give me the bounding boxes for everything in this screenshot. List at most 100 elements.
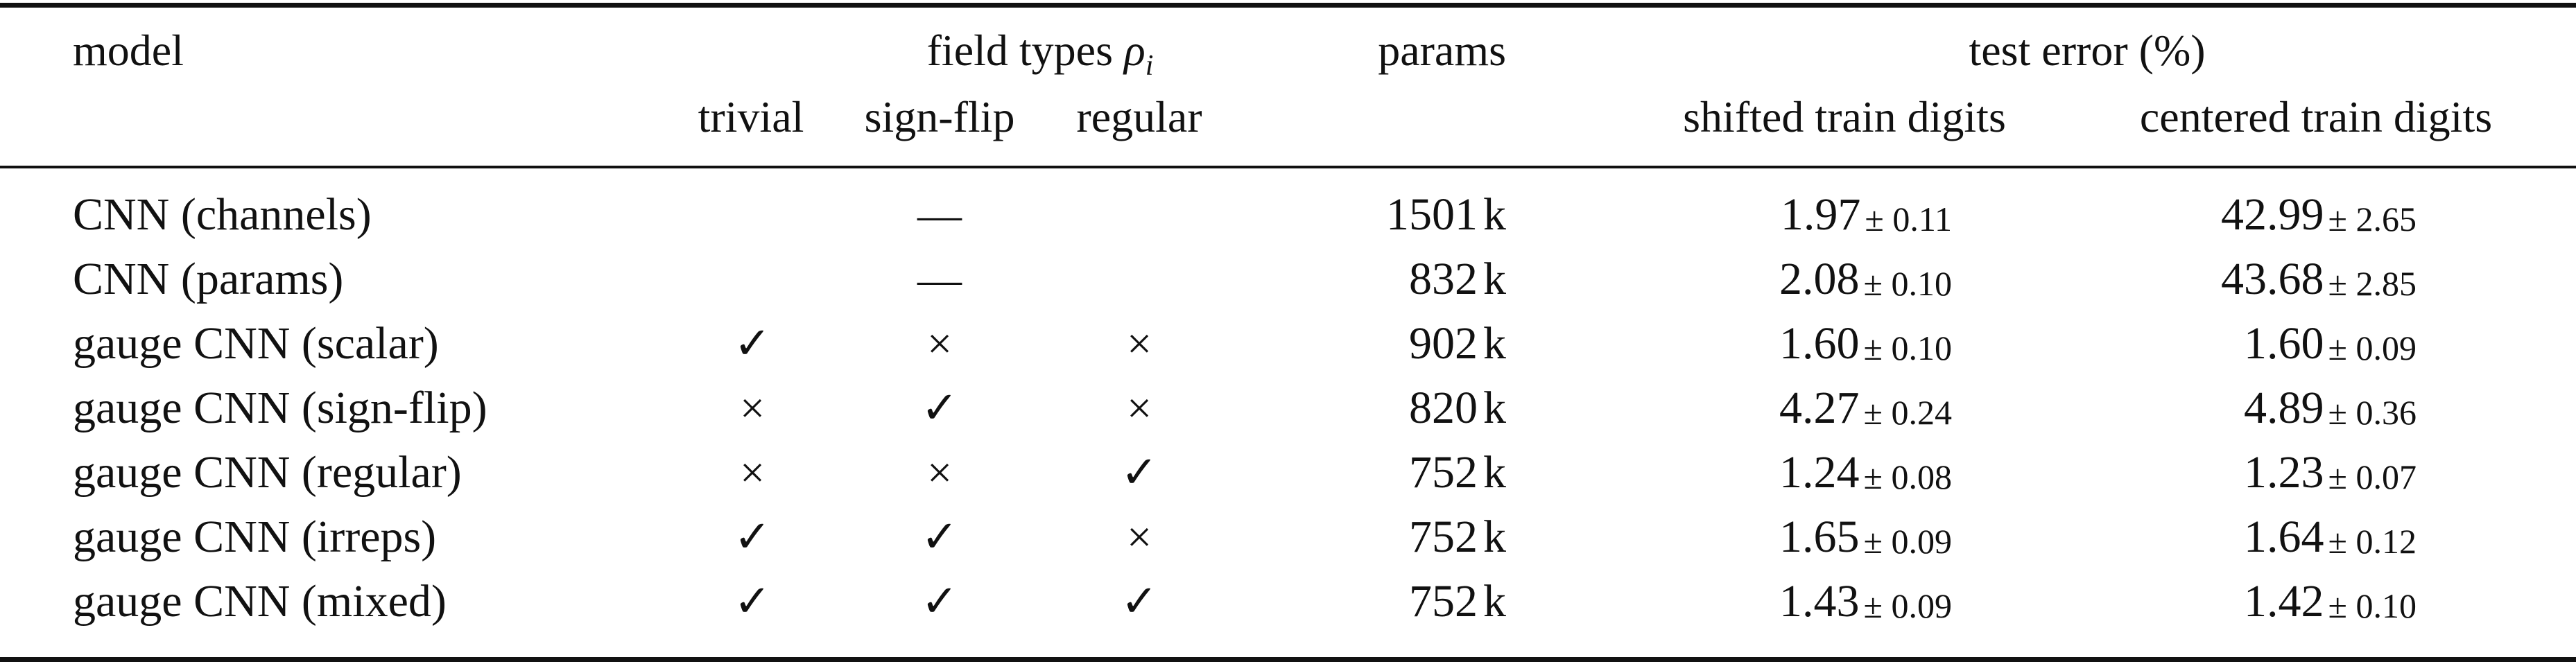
error-sd: ± 0.24 — [1864, 393, 1952, 432]
cell-centered-error: 1.64 ± 0.12 — [2244, 514, 2417, 563]
error-sd-value: 0.07 — [2355, 457, 2417, 496]
error-mean: 1.60 — [2244, 318, 2324, 369]
cell-trivial: × — [739, 448, 766, 497]
error-sd: ± 0.10 — [1864, 264, 1952, 303]
cell-shifted-error: 1.65 ± 0.09 — [1779, 514, 1952, 563]
cell-params: 752 k — [1409, 450, 1506, 496]
cell-centered-error: 4.89 ± 0.36 — [2244, 385, 2417, 434]
cell-sign-flip: ✓ — [921, 383, 958, 433]
cell-model: gauge CNN (scalar) — [73, 318, 439, 369]
cell-shifted-error: 1.24 ± 0.08 — [1779, 450, 1952, 498]
cell-model: CNN (channels) — [73, 189, 372, 240]
params-unit: k — [1483, 512, 1506, 562]
header-field-types-subscript: i — [1145, 49, 1154, 82]
plus-minus-sign: ± — [1863, 586, 1883, 625]
error-sd-value: 2.65 — [2355, 200, 2417, 238]
header-field-types: field types ρi — [927, 28, 1154, 89]
header-model: model — [73, 26, 184, 75]
error-sd-value: 0.08 — [1891, 457, 1953, 496]
error-sd: ± 0.07 — [2328, 457, 2417, 496]
error-sd-value: 0.09 — [1891, 586, 1953, 625]
error-sd-value: 0.12 — [2355, 522, 2417, 561]
cell-trivial: ✓ — [734, 577, 771, 626]
error-sd-value: 0.09 — [1891, 522, 1953, 561]
cell-model: gauge CNN (sign-flip) — [73, 383, 487, 433]
cell-params: 752 k — [1409, 514, 1506, 560]
cell-sign-flip: ✓ — [921, 577, 958, 626]
error-mean: 1.42 — [2244, 576, 2324, 627]
cell-params: 820 k — [1409, 385, 1506, 431]
params-unit: k — [1483, 318, 1506, 369]
cell-sign-flip: — — [917, 190, 962, 239]
cell-shifted-error: 1.60 ± 0.10 — [1779, 321, 1952, 369]
error-sd-value: 0.09 — [2355, 329, 2417, 367]
cell-model: gauge CNN (regular) — [73, 447, 462, 498]
error-sd-value: 0.10 — [2355, 586, 2417, 625]
cell-regular: × — [1126, 512, 1152, 561]
error-sd: ± 0.10 — [2328, 586, 2417, 625]
cell-params: 1501 k — [1386, 192, 1506, 238]
plus-minus-sign: ± — [2328, 200, 2347, 238]
params-unit: k — [1483, 254, 1506, 304]
cell-model: gauge CNN (irreps) — [73, 512, 437, 562]
error-sd: ± 0.09 — [2328, 329, 2417, 367]
params-value: 902 — [1409, 318, 1478, 369]
header-shifted: shifted train digits — [1683, 92, 2006, 141]
params-unit: k — [1483, 576, 1506, 627]
params-value: 752 — [1409, 576, 1478, 627]
cell-params: 902 k — [1409, 321, 1506, 367]
error-sd: ± 0.09 — [1864, 586, 1952, 625]
error-sd: ± 0.08 — [1864, 457, 1952, 496]
params-value: 1501 — [1386, 189, 1478, 240]
error-mean: 4.27 — [1779, 383, 1860, 433]
cell-shifted-error: 4.27 ± 0.24 — [1779, 385, 1952, 434]
error-mean: 1.65 — [1779, 512, 1860, 562]
header-params: params — [1378, 26, 1506, 75]
error-sd: ± 2.65 — [2328, 200, 2417, 238]
cell-trivial: × — [739, 383, 766, 433]
error-sd: ± 0.36 — [2328, 393, 2417, 432]
error-sd: ± 0.10 — [1864, 329, 1952, 367]
cell-trivial: ✓ — [734, 319, 771, 368]
header-centered: centered train digits — [2139, 92, 2493, 141]
error-mean: 1.23 — [2244, 447, 2324, 498]
plus-minus-sign: ± — [1863, 393, 1883, 432]
cell-regular: ✓ — [1121, 448, 1158, 497]
error-mean: 1.64 — [2244, 512, 2324, 562]
plus-minus-sign: ± — [2328, 586, 2347, 625]
cell-sign-flip: × — [926, 319, 953, 368]
params-unit: k — [1483, 447, 1506, 498]
error-sd-value: 0.10 — [1891, 329, 1953, 367]
plus-minus-sign: ± — [2328, 393, 2347, 432]
error-sd: ± 0.12 — [2328, 522, 2417, 561]
header-sign-flip: sign-flip — [864, 92, 1015, 141]
cell-regular: ✓ — [1121, 577, 1158, 626]
header-field-types-symbol: ρ — [1123, 26, 1146, 75]
header-test-error: test error (%) — [1969, 26, 2206, 75]
plus-minus-sign: ± — [1863, 457, 1883, 496]
plus-minus-sign: ± — [1863, 264, 1883, 303]
top-rule — [0, 3, 2576, 8]
plus-minus-sign: ± — [2328, 457, 2347, 496]
error-mean: 43.68 — [2221, 254, 2324, 304]
header-rule — [0, 166, 2576, 168]
cell-shifted-error: 1.97 ± 0.11 — [1781, 192, 1952, 241]
error-sd-value: 0.10 — [1891, 264, 1953, 303]
cell-params: 832 k — [1409, 256, 1506, 302]
cell-centered-error: 43.68 ± 2.85 — [2221, 256, 2417, 305]
cell-sign-flip: — — [917, 254, 962, 304]
error-sd-value: 0.24 — [1891, 393, 1953, 432]
params-unit: k — [1483, 189, 1506, 240]
plus-minus-sign: ± — [2328, 264, 2347, 303]
error-mean: 2.08 — [1779, 254, 1860, 304]
plus-minus-sign: ± — [2328, 329, 2347, 367]
header-regular: regular — [1076, 92, 1202, 141]
cell-sign-flip: × — [926, 448, 953, 497]
cell-centered-error: 1.23 ± 0.07 — [2244, 450, 2417, 498]
error-sd-value: 2.85 — [2355, 264, 2417, 303]
cell-params: 752 k — [1409, 579, 1506, 624]
cell-centered-error: 1.60 ± 0.09 — [2244, 321, 2417, 369]
params-value: 832 — [1409, 254, 1478, 304]
error-mean: 4.89 — [2244, 383, 2324, 433]
cell-sign-flip: ✓ — [921, 512, 958, 561]
